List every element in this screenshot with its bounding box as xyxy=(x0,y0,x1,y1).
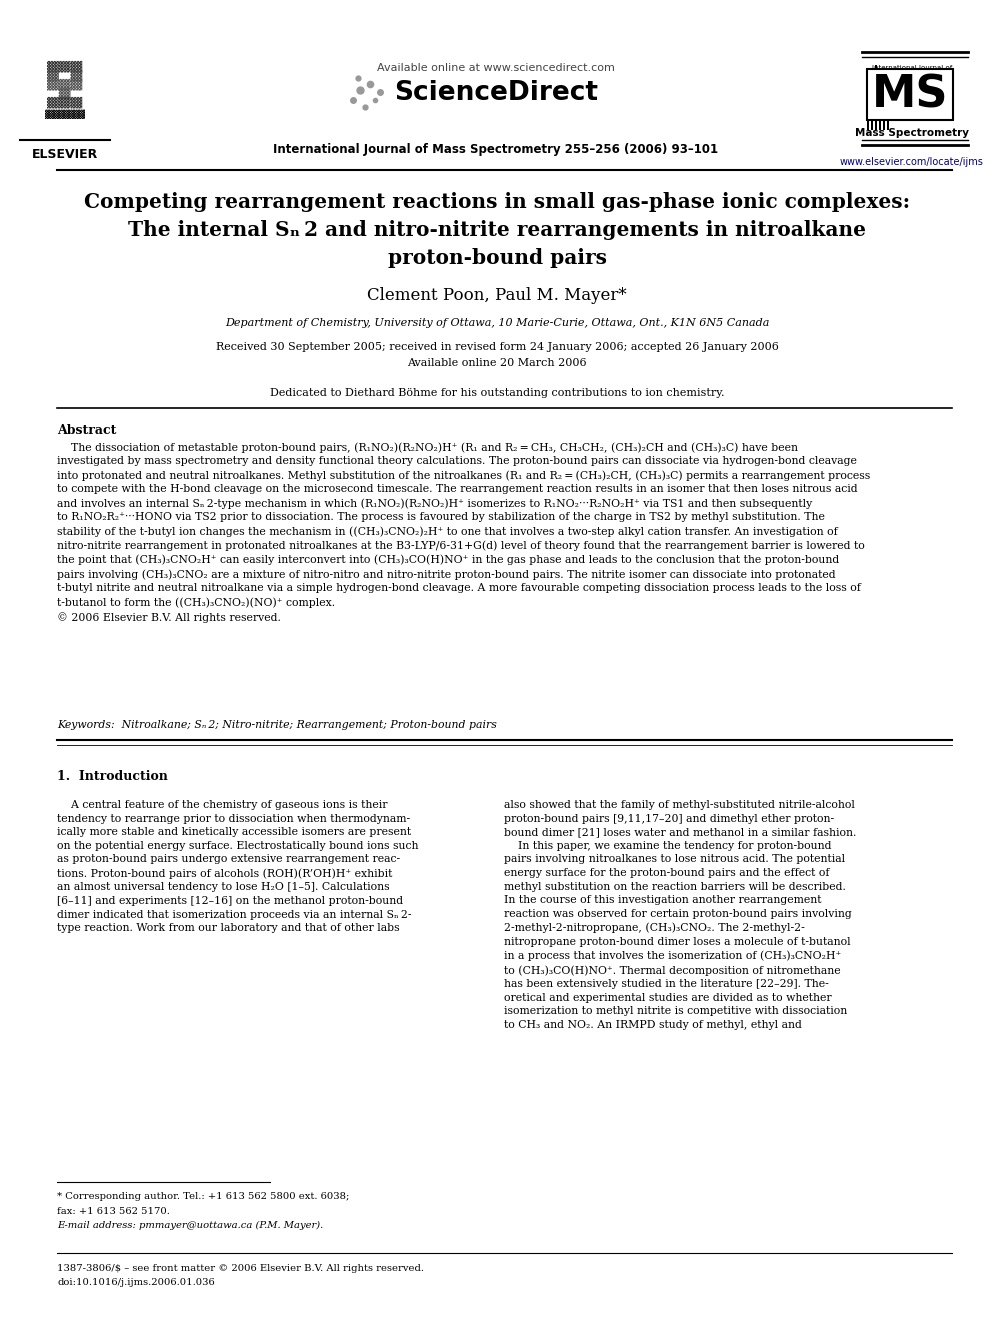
Text: ▓▓▓▓▓▓: ▓▓▓▓▓▓ xyxy=(48,60,82,71)
Text: also showed that the family of methyl-substituted nitrile-alcohol
proton-bound p: also showed that the family of methyl-su… xyxy=(504,800,856,1031)
FancyBboxPatch shape xyxy=(20,56,110,146)
Bar xyxy=(883,101,885,130)
Text: * Corresponding author. Tel.: +1 613 562 5800 ext. 6038;: * Corresponding author. Tel.: +1 613 562… xyxy=(57,1192,349,1201)
Text: Abstract: Abstract xyxy=(57,423,116,437)
Bar xyxy=(879,85,881,130)
Text: doi:10.1016/j.ijms.2006.01.036: doi:10.1016/j.ijms.2006.01.036 xyxy=(57,1278,214,1287)
Text: A central feature of the chemistry of gaseous ions is their
tendency to rearrang: A central feature of the chemistry of ga… xyxy=(57,800,419,933)
Text: 1387-3806/$ – see front matter © 2006 Elsevier B.V. All rights reserved.: 1387-3806/$ – see front matter © 2006 El… xyxy=(57,1263,424,1273)
Text: International Journal of: International Journal of xyxy=(872,65,952,71)
Text: The dissociation of metastable proton-bound pairs, (R₁NO₂)(R₂NO₂)H⁺ (R₁ and R₂ =: The dissociation of metastable proton-bo… xyxy=(57,442,870,623)
Text: www.elsevier.com/locate/ijms: www.elsevier.com/locate/ijms xyxy=(840,157,984,167)
Text: Available online at www.sciencedirect.com: Available online at www.sciencedirect.co… xyxy=(377,64,615,73)
Text: ▓▓  ▓▓: ▓▓ ▓▓ xyxy=(48,69,82,81)
Text: MS: MS xyxy=(872,73,948,116)
Text: proton-bound pairs: proton-bound pairs xyxy=(388,247,606,269)
Text: Department of Chemistry, University of Ottawa, 10 Marie-Curie, Ottawa, Ont., K1N: Department of Chemistry, University of O… xyxy=(225,318,769,328)
Text: fax: +1 613 562 5170.: fax: +1 613 562 5170. xyxy=(57,1207,170,1216)
Text: ScienceDirect: ScienceDirect xyxy=(394,79,598,106)
Text: Competing rearrangement reactions in small gas-phase ionic complexes:: Competing rearrangement reactions in sma… xyxy=(84,192,910,212)
Text: ▓▓: ▓▓ xyxy=(48,87,82,99)
Bar xyxy=(887,75,889,130)
Text: Mass Spectrometry: Mass Spectrometry xyxy=(855,128,969,138)
Text: ELSEVIER: ELSEVIER xyxy=(32,148,98,161)
Bar xyxy=(871,95,873,130)
Text: E-mail address: pmmayer@uottawa.ca (P.M. Mayer).: E-mail address: pmmayer@uottawa.ca (P.M.… xyxy=(57,1221,323,1230)
Text: Dedicated to Diethard Böhme for his outstanding contributions to ion chemistry.: Dedicated to Diethard Böhme for his outs… xyxy=(270,388,724,398)
Text: ▓▓▓▓▓▓▓▓: ▓▓▓▓▓▓▓▓ xyxy=(45,110,85,119)
Text: Keywords:  Nitroalkane; Sₙ 2; Nitro-nitrite; Rearrangement; Proton-bound pairs: Keywords: Nitroalkane; Sₙ 2; Nitro-nitri… xyxy=(57,720,497,730)
Text: Received 30 September 2005; received in revised form 24 January 2006; accepted 2: Received 30 September 2005; received in … xyxy=(215,343,779,352)
Text: 1.  Introduction: 1. Introduction xyxy=(57,770,168,783)
Text: Available online 20 March 2006: Available online 20 March 2006 xyxy=(407,359,587,368)
Bar xyxy=(875,65,877,130)
Text: The internal Sₙ 2 and nitro-nitrite rearrangements in nitroalkane: The internal Sₙ 2 and nitro-nitrite rear… xyxy=(128,220,866,239)
Text: International Journal of Mass Spectrometry 255–256 (2006) 93–101: International Journal of Mass Spectromet… xyxy=(274,143,718,156)
Text: Clement Poon, Paul M. Mayer*: Clement Poon, Paul M. Mayer* xyxy=(367,287,627,304)
Text: ▓▓▓▓▓▓: ▓▓▓▓▓▓ xyxy=(48,78,82,90)
Bar xyxy=(867,79,869,130)
Text: ▓▓▓▓▓▓: ▓▓▓▓▓▓ xyxy=(48,97,82,107)
